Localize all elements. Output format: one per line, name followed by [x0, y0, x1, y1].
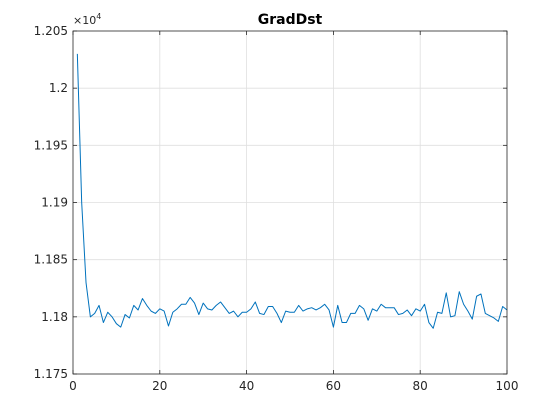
x-tick-label: 60: [326, 379, 341, 393]
x-tick-labels: 0 20 40 60 80 100: [69, 379, 518, 393]
y-tick-label: 1.175: [34, 367, 68, 381]
chart-title: GradDst: [258, 12, 323, 28]
series-group: [76, 53, 508, 329]
x-tick-label: 80: [413, 379, 428, 393]
y-tick-label: 1.195: [34, 138, 68, 152]
multiplier-base: ×10: [73, 14, 96, 27]
grid-lines: [73, 31, 507, 374]
y-tick-label: 1.2: [49, 81, 68, 95]
y-tick-label: 1.18: [41, 310, 68, 324]
x-tick-label: 40: [239, 379, 254, 393]
y-axis-multiplier: ×104: [73, 12, 101, 27]
x-tick-label: 0: [69, 379, 77, 393]
multiplier-exponent: 4: [96, 12, 101, 21]
y-tick-labels: 1.175 1.18 1.185 1.19 1.195 1.2 1.205: [34, 24, 68, 381]
y-tick-label: 1.19: [41, 196, 68, 210]
x-tick-label: 100: [496, 379, 519, 393]
y-tick-label: 1.205: [34, 24, 68, 38]
tick-marks: [72, 30, 508, 375]
series-line: [76, 53, 508, 329]
y-tick-label: 1.185: [34, 253, 68, 267]
x-tick-label: 20: [152, 379, 167, 393]
